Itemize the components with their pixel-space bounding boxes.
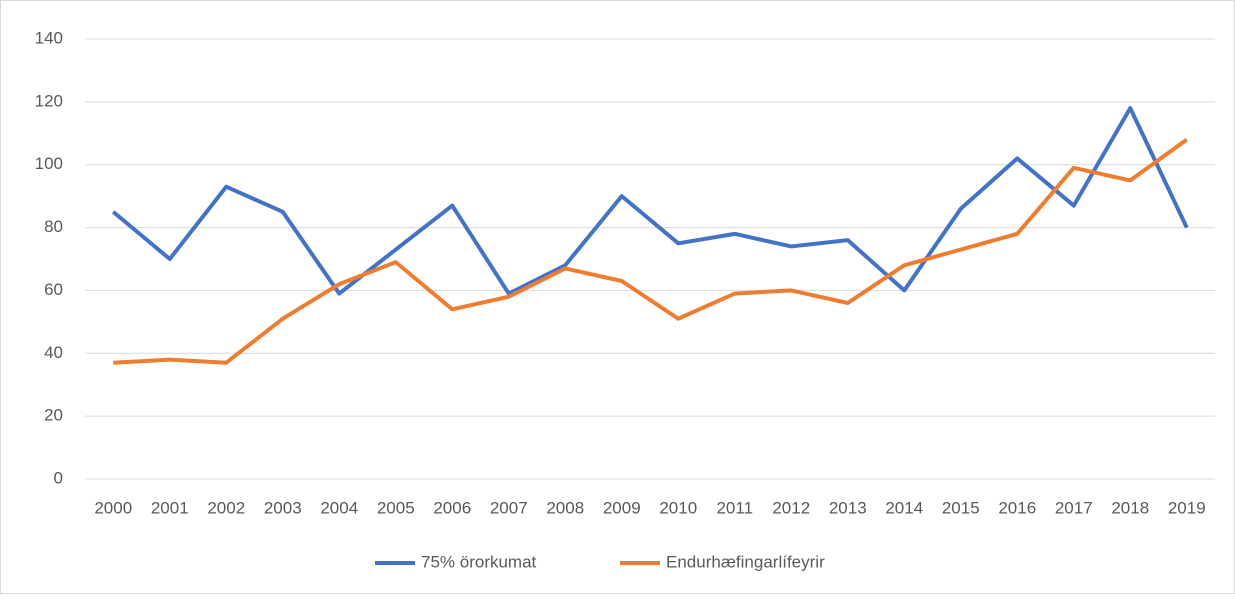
x-tick-label: 2011 (716, 498, 753, 517)
legend-label: Endurhæfingarlífeyrir (666, 552, 825, 571)
x-tick-label: 2015 (942, 498, 980, 517)
x-tick-label: 2006 (433, 498, 471, 517)
legend-label: 75% örorkumat (421, 552, 537, 571)
x-tick-label: 2010 (659, 498, 697, 517)
x-tick-label: 2019 (1168, 498, 1206, 517)
y-tick-label: 80 (44, 217, 63, 236)
x-tick-label: 2013 (829, 498, 867, 517)
x-tick-label: 2016 (998, 498, 1036, 517)
x-tick-label: 2012 (772, 498, 810, 517)
y-tick-label: 40 (44, 343, 63, 362)
y-tick-label: 140 (35, 28, 63, 47)
series-line (111, 106, 1189, 296)
x-tick-label: 2001 (151, 498, 189, 517)
x-tick-label: 2000 (94, 498, 132, 517)
x-tick-label: 2014 (885, 498, 923, 517)
x-tick-label: 2003 (264, 498, 302, 517)
series-line (113, 137, 1188, 365)
x-tick-label: 2007 (490, 498, 528, 517)
y-tick-label: 60 (44, 280, 63, 299)
y-tick-label: 0 (54, 468, 63, 487)
x-tick-label: 2018 (1111, 498, 1149, 517)
x-tick-label: 2005 (377, 498, 415, 517)
x-tick-label: 2008 (546, 498, 584, 517)
x-tick-label: 2002 (207, 498, 245, 517)
y-tick-label: 20 (44, 406, 63, 425)
x-tick-label: 2009 (603, 498, 641, 517)
x-tick-label: 2017 (1055, 498, 1093, 517)
y-tick-label: 100 (35, 154, 63, 173)
x-tick-label: 2004 (320, 498, 358, 517)
y-tick-label: 120 (35, 91, 63, 110)
